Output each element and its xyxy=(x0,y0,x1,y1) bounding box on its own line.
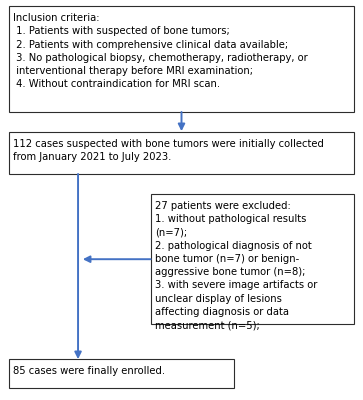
Bar xyxy=(151,194,354,324)
Text: 112 cases suspected with bone tumors were initially collected
from January 2021 : 112 cases suspected with bone tumors wer… xyxy=(13,139,324,162)
Bar xyxy=(9,359,234,388)
Bar xyxy=(9,132,354,174)
Bar xyxy=(9,6,354,112)
Text: 85 cases were finally enrolled.: 85 cases were finally enrolled. xyxy=(13,366,166,376)
Text: 27 patients were excluded:
1. without pathological results
(n=7);
2. pathologica: 27 patients were excluded: 1. without pa… xyxy=(155,201,317,330)
Text: Inclusion criteria:
 1. Patients with suspected of bone tumors;
 2. Patients wit: Inclusion criteria: 1. Patients with sus… xyxy=(13,13,308,89)
